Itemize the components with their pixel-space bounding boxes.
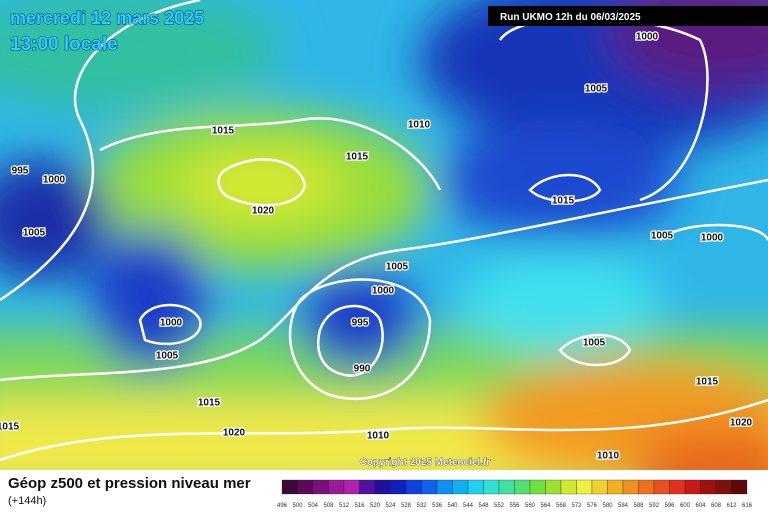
scale-swatch (545, 479, 562, 495)
isobar-label: 1000 (43, 175, 66, 186)
isobar-label: 1010 (367, 431, 390, 442)
scale-label: 516 (354, 503, 365, 509)
scale-swatch (343, 479, 360, 495)
scale-swatch (281, 479, 298, 495)
scale-swatch (669, 479, 686, 495)
scale-label: 552 (494, 503, 505, 509)
scale-swatch (638, 479, 655, 495)
scale-label: 568 (556, 503, 567, 509)
scale-label: 524 (385, 503, 396, 509)
scale-swatch (297, 479, 314, 495)
scale-swatch (405, 479, 422, 495)
scale-label: 588 (633, 503, 644, 509)
isobar-label: 990 (354, 364, 371, 375)
scale-label: 496 (277, 503, 288, 509)
scale-label: 572 (571, 503, 582, 509)
scale-swatch (312, 479, 329, 495)
isobar-label: 995 (12, 166, 29, 177)
scale-label: 504 (308, 503, 319, 509)
scale-swatch (467, 479, 484, 495)
isobar-label: 1005 (651, 231, 674, 242)
scale-label: 596 (664, 503, 675, 509)
run-label: Run UKMO 12h du 06/03/2025 (500, 12, 641, 23)
scale-label: 576 (587, 503, 598, 509)
scale-swatch (607, 479, 624, 495)
scale-label: 580 (602, 503, 613, 509)
scale-swatch (700, 479, 717, 495)
scale-label: 556 (509, 503, 520, 509)
isobar-label: 1015 (0, 422, 20, 433)
isobar-label: 1000 (636, 32, 659, 43)
run-box (488, 6, 768, 26)
isobar-label: 1005 (583, 338, 606, 349)
scale-swatch (684, 479, 701, 495)
date-label: mercredi 12 mars 2025 (10, 8, 204, 28)
isobar-label: 1015 (198, 398, 221, 409)
scale-label: 536 (432, 503, 443, 509)
isobar-lines (0, 0, 768, 462)
scale-label: 548 (478, 503, 489, 509)
isobar-label: 1020 (223, 428, 246, 439)
scale-swatch (715, 479, 732, 495)
scale-label: 564 (540, 503, 551, 509)
isobar-label: 1010 (597, 451, 620, 462)
scale-label: 584 (618, 503, 629, 509)
scale-swatch (374, 479, 391, 495)
isobar-label: 1010 (408, 120, 431, 131)
scale-swatch (483, 479, 500, 495)
scale-swatch (436, 479, 453, 495)
scale-swatch (576, 479, 593, 495)
scale-swatch (359, 479, 376, 495)
scale-swatch (390, 479, 407, 495)
scale-swatch (421, 479, 438, 495)
isobar-label: 1005 (585, 84, 608, 95)
scale-label: 508 (323, 503, 334, 509)
scale-label: 532 (416, 503, 427, 509)
isobar-label: 1015 (346, 152, 369, 163)
scale-label: 512 (339, 503, 350, 509)
scale-swatch (653, 479, 670, 495)
isobar-label: 1015 (212, 126, 235, 137)
scale-label: 540 (447, 503, 458, 509)
scale-swatch (529, 479, 546, 495)
isobar-label: 1015 (552, 196, 575, 207)
copyright: Copyright 2025 Meteociel.fr (360, 457, 491, 468)
isobar-label: 1000 (160, 318, 183, 329)
scale-label: 616 (742, 503, 753, 509)
scale-swatch (591, 479, 608, 495)
isobar-label: 1020 (730, 418, 753, 429)
scale-label: 604 (695, 503, 706, 509)
isobar-label: 1020 (252, 206, 275, 217)
scale-label: 608 (711, 503, 722, 509)
isobar-label: 1005 (156, 351, 179, 362)
scale-swatch (514, 479, 531, 495)
isobar-label: 1015 (696, 377, 719, 388)
scale-swatch (731, 479, 748, 495)
scale-label: 520 (370, 503, 381, 509)
scale-swatch (452, 479, 469, 495)
scale-label: 592 (649, 503, 660, 509)
scale-label: 528 (401, 503, 412, 509)
scale-swatch (560, 479, 577, 495)
time-label: 13:00 locale (10, 34, 118, 55)
scale-label: 612 (726, 503, 737, 509)
isobar-label: 995 (352, 318, 369, 329)
scale-label: 544 (463, 503, 474, 509)
isobar-label: 1000 (701, 233, 724, 244)
isobar-label: 1005 (23, 228, 46, 239)
scale-label: 560 (525, 503, 536, 509)
legend-subtitle: (+144h) (8, 495, 46, 507)
scale-swatch (328, 479, 345, 495)
scale-label: 600 (680, 503, 691, 509)
scale-label: 500 (292, 503, 303, 509)
scale-swatch (622, 479, 639, 495)
isobar-label: 1000 (372, 286, 395, 297)
scale-swatch (498, 479, 515, 495)
isobar-label: 1005 (386, 262, 409, 273)
legend-title: Géop z500 et pression niveau mer (8, 475, 251, 492)
